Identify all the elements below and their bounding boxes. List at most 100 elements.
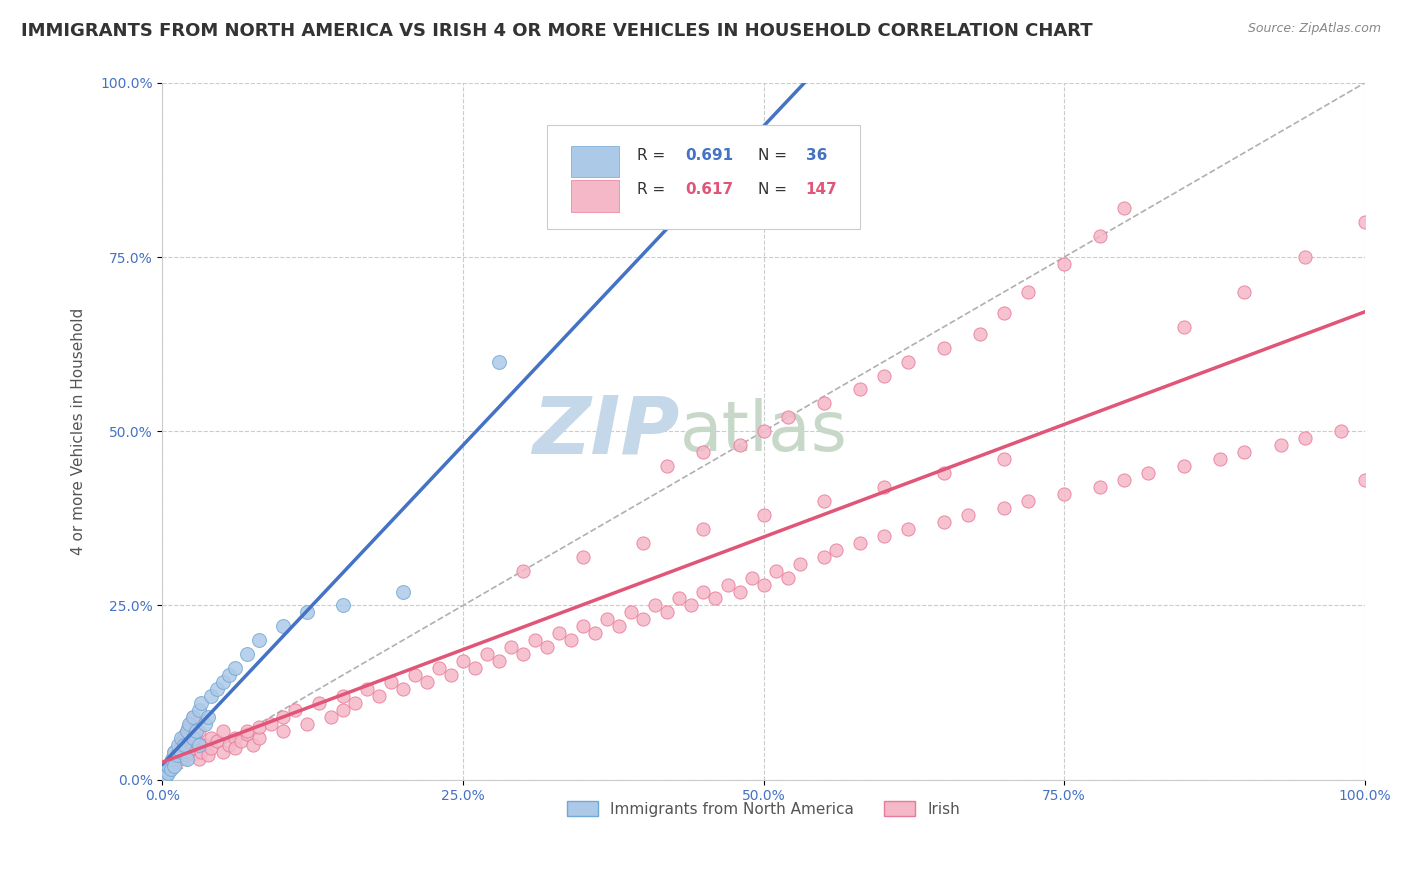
Point bbox=[169, 752, 191, 766]
Point bbox=[218, 738, 240, 752]
Point bbox=[1173, 319, 1195, 334]
Point bbox=[1294, 431, 1316, 445]
Point bbox=[181, 710, 204, 724]
Point bbox=[380, 675, 402, 690]
Point bbox=[633, 612, 655, 626]
Text: Source: ZipAtlas.com: Source: ZipAtlas.com bbox=[1247, 22, 1381, 36]
Point bbox=[1114, 202, 1136, 216]
Point bbox=[247, 720, 270, 734]
Text: R =: R = bbox=[637, 148, 671, 162]
Point bbox=[156, 765, 179, 780]
Point bbox=[596, 612, 619, 626]
Point bbox=[873, 480, 896, 494]
Point bbox=[187, 738, 209, 752]
Point bbox=[524, 633, 547, 648]
Point bbox=[475, 647, 498, 661]
Point bbox=[332, 703, 354, 717]
Point bbox=[177, 717, 200, 731]
Point bbox=[824, 542, 846, 557]
FancyBboxPatch shape bbox=[571, 145, 619, 177]
Point bbox=[897, 354, 920, 368]
Point bbox=[271, 619, 294, 633]
Point bbox=[247, 633, 270, 648]
Point bbox=[548, 626, 571, 640]
Point bbox=[873, 529, 896, 543]
Point bbox=[176, 752, 198, 766]
Point bbox=[181, 738, 204, 752]
Point bbox=[166, 748, 188, 763]
Point bbox=[200, 741, 222, 756]
Text: 0.691: 0.691 bbox=[686, 148, 734, 162]
Point bbox=[993, 452, 1015, 467]
Text: 36: 36 bbox=[806, 148, 827, 162]
Point bbox=[169, 741, 191, 756]
Point bbox=[169, 745, 191, 759]
Point bbox=[789, 557, 811, 571]
Point bbox=[211, 723, 233, 738]
Point bbox=[897, 522, 920, 536]
Point bbox=[295, 606, 318, 620]
Point bbox=[176, 723, 198, 738]
Point bbox=[160, 752, 183, 766]
Point bbox=[176, 723, 198, 738]
Point bbox=[157, 758, 180, 772]
Point bbox=[657, 459, 679, 474]
Point bbox=[932, 466, 955, 480]
Point bbox=[308, 696, 330, 710]
Point bbox=[170, 734, 193, 748]
Point bbox=[560, 633, 582, 648]
Point bbox=[440, 668, 463, 682]
Point bbox=[427, 661, 450, 675]
Point bbox=[186, 723, 208, 738]
Point bbox=[343, 696, 366, 710]
Point bbox=[1354, 215, 1376, 229]
Point bbox=[993, 500, 1015, 515]
Point bbox=[668, 591, 690, 606]
Point bbox=[173, 738, 195, 752]
Point bbox=[166, 748, 188, 763]
Point bbox=[1330, 424, 1353, 438]
Point bbox=[1294, 250, 1316, 264]
Point bbox=[235, 727, 257, 741]
Point bbox=[271, 710, 294, 724]
Point bbox=[271, 723, 294, 738]
Point bbox=[181, 710, 204, 724]
Point bbox=[186, 731, 208, 745]
Point bbox=[416, 675, 439, 690]
Point bbox=[163, 745, 186, 759]
Point bbox=[1053, 257, 1076, 271]
Point bbox=[187, 723, 209, 738]
Point bbox=[197, 748, 219, 763]
FancyBboxPatch shape bbox=[571, 180, 619, 211]
Point bbox=[813, 396, 835, 410]
Point bbox=[956, 508, 979, 522]
Text: atlas: atlas bbox=[679, 398, 848, 465]
Point bbox=[155, 767, 177, 781]
Y-axis label: 4 or more Vehicles in Household: 4 or more Vehicles in Household bbox=[72, 308, 86, 555]
Point bbox=[620, 606, 643, 620]
Point bbox=[692, 522, 714, 536]
Point bbox=[716, 577, 738, 591]
Point bbox=[235, 723, 257, 738]
Text: IMMIGRANTS FROM NORTH AMERICA VS IRISH 4 OR MORE VEHICLES IN HOUSEHOLD CORRELATI: IMMIGRANTS FROM NORTH AMERICA VS IRISH 4… bbox=[21, 22, 1092, 40]
Point bbox=[284, 703, 307, 717]
Point bbox=[157, 765, 180, 780]
Point bbox=[332, 689, 354, 703]
Point bbox=[488, 654, 510, 668]
Point bbox=[174, 727, 197, 741]
Point bbox=[200, 689, 222, 703]
Point bbox=[152, 771, 174, 785]
Point bbox=[218, 668, 240, 682]
Point bbox=[752, 508, 775, 522]
Point bbox=[704, 591, 727, 606]
Point bbox=[260, 717, 283, 731]
Point bbox=[752, 577, 775, 591]
Point bbox=[1017, 285, 1039, 299]
Point bbox=[235, 647, 257, 661]
Point bbox=[1354, 473, 1376, 487]
Point bbox=[404, 668, 426, 682]
Legend: Immigrants from North America, Irish: Immigrants from North America, Irish bbox=[560, 793, 967, 824]
Point bbox=[159, 760, 181, 774]
Point bbox=[728, 438, 751, 452]
Point bbox=[969, 326, 991, 341]
